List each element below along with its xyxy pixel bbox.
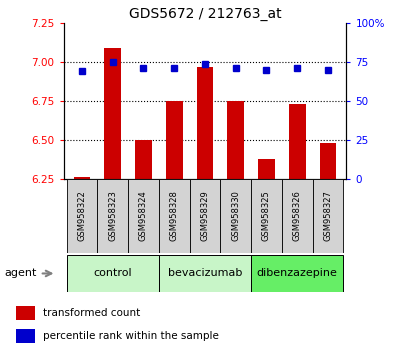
Bar (128, 179, 159, 253)
Bar (257, 159, 274, 179)
Bar (288, 104, 305, 179)
Text: transformed count: transformed count (43, 308, 140, 318)
Text: GSM958326: GSM958326 (292, 190, 301, 241)
Bar (319, 143, 336, 179)
Text: percentile rank within the sample: percentile rank within the sample (43, 331, 218, 341)
Text: GSM958327: GSM958327 (323, 190, 332, 241)
Bar (165, 101, 182, 179)
Text: GSM958323: GSM958323 (108, 190, 117, 241)
Bar (104, 48, 121, 179)
Text: bevacizumab: bevacizumab (167, 268, 242, 279)
Bar (135, 140, 152, 179)
Text: GSM958330: GSM958330 (231, 190, 240, 241)
Text: GSM958328: GSM958328 (169, 190, 178, 241)
Bar (16, 306, 35, 320)
Bar (66, 255, 158, 292)
Text: GSM958322: GSM958322 (77, 190, 86, 241)
Bar (220, 179, 250, 253)
Bar (281, 179, 312, 253)
Bar (159, 255, 250, 292)
Text: agent: agent (4, 268, 36, 279)
Bar (16, 329, 35, 343)
Text: dibenzazepine: dibenzazepine (256, 268, 337, 279)
Bar (66, 179, 97, 253)
Bar (73, 177, 90, 179)
Bar (97, 179, 128, 253)
Bar (196, 67, 213, 179)
Text: control: control (93, 268, 132, 279)
Bar (159, 179, 189, 253)
Bar (227, 101, 244, 179)
Title: GDS5672 / 212763_at: GDS5672 / 212763_at (128, 7, 281, 21)
Bar (250, 255, 342, 292)
Bar (189, 179, 220, 253)
Bar (250, 179, 281, 253)
Text: GSM958329: GSM958329 (200, 190, 209, 241)
Text: GSM958325: GSM958325 (261, 190, 270, 241)
Text: GSM958324: GSM958324 (139, 190, 148, 241)
Bar (312, 179, 343, 253)
